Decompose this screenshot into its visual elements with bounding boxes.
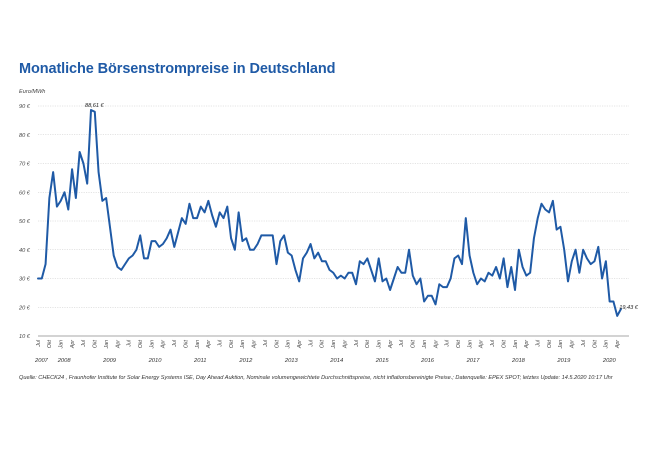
x-tick-label: Jan bbox=[377, 340, 383, 349]
y-tick-label: 90 € bbox=[19, 104, 31, 110]
x-tick-label: Okt bbox=[592, 339, 598, 348]
x-tick-label: Jan bbox=[604, 340, 610, 349]
y-tick-label: 60 € bbox=[19, 190, 31, 196]
x-tick-label: Apr bbox=[161, 340, 167, 349]
x-tick-label: Apr bbox=[570, 340, 576, 349]
x-tick-label: Okt bbox=[229, 339, 235, 348]
price-series-line bbox=[37, 109, 622, 317]
x-tick-label: Jul bbox=[263, 339, 269, 347]
x-tick-label: Apr bbox=[433, 340, 439, 349]
x-year-label: 2016 bbox=[420, 358, 435, 364]
x-year-label: 2010 bbox=[148, 358, 163, 364]
x-year-label: 2018 bbox=[511, 358, 526, 364]
x-tick-label: Jan bbox=[149, 340, 155, 349]
x-tick-label: Jan bbox=[195, 340, 201, 349]
x-tick-label: Okt bbox=[274, 339, 280, 348]
x-year-label: 2012 bbox=[238, 358, 253, 364]
x-tick-label: Jan bbox=[422, 340, 428, 349]
x-tick-label: Okt bbox=[547, 339, 553, 348]
x-tick-label: Jul bbox=[308, 339, 314, 347]
x-tick-label: Jul bbox=[127, 339, 133, 347]
x-tick-label: Apr bbox=[115, 340, 121, 349]
y-axis-unit-label: Euro/MWh bbox=[19, 89, 45, 95]
x-year-label: 2008 bbox=[57, 358, 72, 364]
x-tick-label: Apr bbox=[206, 340, 212, 349]
x-tick-label: Apr bbox=[524, 340, 530, 349]
x-tick-label: Okt bbox=[456, 339, 462, 348]
x-tick-label: Jul bbox=[172, 339, 178, 347]
x-tick-label: Jan bbox=[104, 340, 110, 349]
x-year-label: 2015 bbox=[375, 358, 390, 364]
chart-title: Monatliche Börsenstrompreise in Deutschl… bbox=[19, 61, 336, 77]
x-tick-label: Jul bbox=[445, 339, 451, 347]
x-tick-label: Apr bbox=[297, 340, 303, 349]
y-tick-label: 40 € bbox=[19, 248, 31, 254]
x-tick-label: Apr bbox=[70, 340, 76, 349]
x-tick-label: Okt bbox=[320, 339, 326, 348]
x-tick-label: Jul bbox=[490, 339, 496, 347]
x-year-label: 2007 bbox=[34, 358, 49, 364]
x-tick-label: Jan bbox=[240, 340, 246, 349]
x-year-label: 2011 bbox=[193, 358, 206, 364]
x-year-label: 2009 bbox=[102, 358, 117, 364]
x-tick-label: Okt bbox=[365, 339, 371, 348]
x-tick-label: Apr bbox=[388, 340, 394, 349]
x-tick-label: Apr bbox=[479, 340, 485, 349]
x-tick-label: Okt bbox=[183, 339, 189, 348]
x-year-label: 2013 bbox=[284, 358, 299, 364]
x-tick-label: Apr bbox=[252, 340, 258, 349]
y-tick-label: 70 € bbox=[19, 162, 31, 168]
y-tick-label: 30 € bbox=[19, 277, 31, 283]
x-tick-label: Jul bbox=[36, 339, 42, 347]
x-tick-label: Okt bbox=[93, 339, 99, 348]
x-tick-label: Jul bbox=[581, 339, 587, 347]
y-tick-label: 10 € bbox=[19, 334, 31, 340]
x-tick-label: Apr bbox=[342, 340, 348, 349]
x-tick-label: Jan bbox=[59, 340, 65, 349]
data-label: 19,43 € bbox=[619, 305, 639, 311]
x-tick-label: Jan bbox=[331, 340, 337, 349]
x-tick-label: Jan bbox=[286, 340, 292, 349]
x-tick-label: Jul bbox=[399, 339, 405, 347]
x-tick-label: Jan bbox=[467, 340, 473, 349]
x-year-label: 2019 bbox=[556, 358, 571, 364]
x-tick-label: Okt bbox=[138, 339, 144, 348]
x-tick-label: Jul bbox=[354, 339, 360, 347]
x-year-label: 2017 bbox=[466, 358, 481, 364]
x-tick-label: Okt bbox=[501, 339, 507, 348]
y-tick-label: 20 € bbox=[18, 305, 31, 311]
x-tick-label: Jul bbox=[536, 339, 542, 347]
x-year-label: 2014 bbox=[329, 358, 343, 364]
x-tick-label: Okt bbox=[411, 339, 417, 348]
x-tick-label: Apr bbox=[615, 340, 621, 349]
x-tick-label: Jul bbox=[81, 339, 87, 347]
x-tick-label: Okt bbox=[47, 339, 53, 348]
y-tick-label: 50 € bbox=[19, 219, 31, 225]
y-tick-label: 80 € bbox=[19, 133, 31, 139]
source-note: Quelle: CHECK24 , Fraunhofer Institute f… bbox=[19, 375, 613, 381]
x-tick-label: Jul bbox=[218, 339, 224, 347]
data-label: 88,61 € bbox=[85, 103, 105, 109]
x-tick-label: Jan bbox=[513, 340, 519, 349]
x-year-label: 2020 bbox=[602, 358, 617, 364]
x-tick-label: Jan bbox=[558, 340, 564, 349]
